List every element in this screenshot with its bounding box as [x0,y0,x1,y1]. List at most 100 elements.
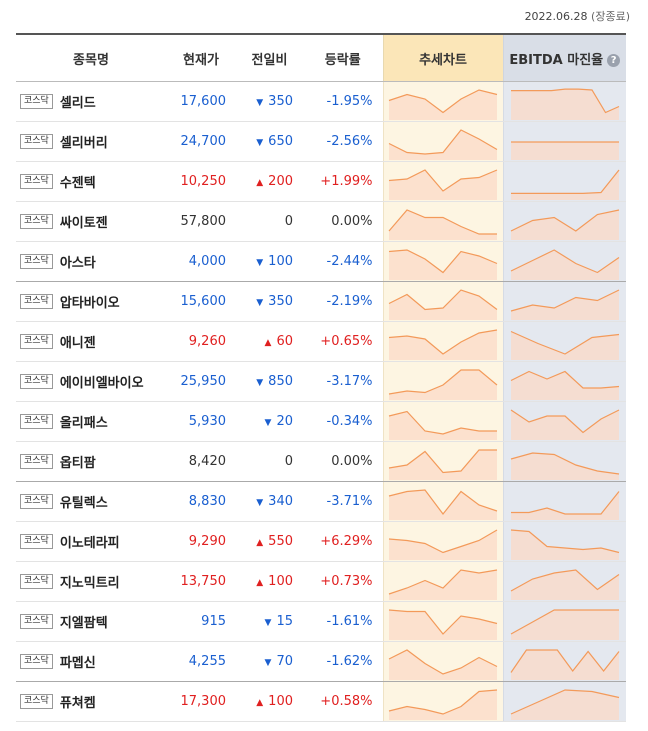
trend-chart-cell[interactable] [382,601,503,642]
trend-chart-cell[interactable] [382,321,503,362]
ebitda-chart-cell[interactable] [502,561,626,602]
trend-chart-cell[interactable] [382,201,503,242]
current-price: 15,600 [166,281,236,322]
stock-name-link[interactable]: 지노믹트리 [59,576,120,591]
stock-name-link[interactable]: 셀리드 [59,96,96,111]
trend-sparkline [388,88,498,120]
ebitda-chart-cell[interactable] [502,161,626,202]
header-ebitda-margin[interactable]: EBITDA 마진율? [502,33,626,82]
stock-name-cell: 코스닥 셀리버리 [16,121,166,162]
ebitda-chart-cell[interactable] [502,441,626,482]
trend-sparkline [388,410,497,440]
stock-name-link[interactable]: 에이비엘바이오 [59,376,144,391]
table-row[interactable]: 코스닥 에이비엘바이오 25,950 ▼ 850 -3.17% [16,361,626,402]
current-price: 4,255 [166,641,236,682]
trend-chart-cell[interactable] [382,521,503,562]
change-rate: -2.44% [303,241,383,282]
ebitda-chart-cell[interactable] [502,361,626,402]
trend-chart-cell[interactable] [382,401,503,442]
table-row[interactable]: 코스닥 애니젠 9,260 ▲ 60 +0.65% [16,321,626,362]
market-badge: 코스닥 [20,494,53,509]
trend-chart-cell[interactable] [382,281,503,322]
stock-name-link[interactable]: 애니젠 [59,336,96,351]
stock-name-link[interactable]: 압타바이오 [59,296,120,311]
trend-chart-cell[interactable] [382,81,503,122]
table-row[interactable]: 코스닥 이노테라피 9,290 ▲ 550 +6.29% [16,521,626,562]
table-row[interactable]: 코스닥 수젠텍 10,250 ▲ 200 +1.99% [16,161,626,202]
ebitda-chart-cell[interactable] [502,121,626,162]
table-row[interactable]: 코스닥 유틸렉스 8,830 ▼ 340 -3.71% [16,481,626,522]
help-icon[interactable]: ? [607,53,621,67]
ebitda-sparkline [510,408,620,440]
change-cell: ▼ 350 [236,281,303,322]
change-cell: ▼ 100 [236,241,303,282]
stock-name-link[interactable]: 파멥신 [59,656,96,671]
trend-chart-cell[interactable] [382,361,503,402]
header-name[interactable]: 종목명 [16,33,166,82]
stock-name-link[interactable]: 이노테라피 [59,536,120,551]
stock-name-link[interactable]: 셀리버리 [59,136,108,151]
ebitda-chart-cell[interactable] [502,681,626,722]
trend-chart-cell[interactable] [382,121,503,162]
change-cell: ▲ 100 [236,561,303,602]
stock-name-link[interactable]: 퓨쳐켐 [59,696,96,711]
header-change[interactable]: 전일비 [236,33,303,82]
ebitda-chart-cell[interactable] [502,601,626,642]
stock-name-link[interactable]: 옵티팜 [59,456,96,471]
stock-name-link[interactable]: 유틸렉스 [59,496,108,511]
table-row[interactable]: 코스닥 지노믹트리 13,750 ▲ 100 +0.73% [16,561,626,602]
down-arrow-icon: ▼ [256,258,264,268]
trend-sparkline [388,648,498,680]
ebitda-chart-cell[interactable] [502,201,626,242]
trend-sparkline [388,528,498,560]
stock-name-cell: 코스닥 퓨쳐켐 [16,681,166,722]
trend-chart-cell[interactable] [382,681,503,722]
table-row[interactable]: 코스닥 셀리버리 24,700 ▼ 650 -2.56% [16,121,626,162]
change-rate: +0.65% [303,321,383,362]
table-row[interactable]: 코스닥 파멥신 4,255 ▼ 70 -1.62% [16,641,626,682]
trend-chart-cell[interactable] [382,161,503,202]
current-price: 5,930 [166,401,236,442]
stock-name-link[interactable]: 아스타 [59,256,96,271]
current-price: 17,300 [166,681,236,722]
ebitda-chart-cell[interactable] [502,521,626,562]
header-trend-chart[interactable]: 추세차트 [382,33,503,82]
up-arrow-icon: ▲ [256,698,264,708]
ebitda-chart-cell[interactable] [502,641,626,682]
table-row[interactable]: 코스닥 올리패스 5,930 ▼ 20 -0.34% [16,401,626,442]
ebitda-chart-cell[interactable] [502,321,626,362]
up-arrow-icon: ▲ [256,578,264,588]
stock-name-link[interactable]: 올리패스 [59,416,108,431]
table-row[interactable]: 코스닥 압타바이오 15,600 ▼ 350 -2.19% [16,281,626,322]
market-closed-note: (장종료) [591,10,630,23]
change-rate: -1.62% [303,641,383,682]
ebitda-chart-cell[interactable] [502,401,626,442]
trend-chart-cell[interactable] [382,641,503,682]
current-price: 9,290 [166,521,236,562]
market-badge: 코스닥 [20,574,53,589]
stock-name-link[interactable]: 수젠텍 [59,176,96,191]
stock-name-cell: 코스닥 수젠텍 [16,161,166,202]
ebitda-sparkline [510,568,620,600]
table-row[interactable]: 코스닥 지엘팜텍 915 ▼ 15 -1.61% [16,601,626,642]
ebitda-chart-cell[interactable] [502,481,626,522]
header-price[interactable]: 현재가 [166,33,236,82]
ebitda-chart-cell[interactable] [502,281,626,322]
trend-chart-cell[interactable] [382,441,503,482]
table-row[interactable]: 코스닥 셀리드 17,600 ▼ 350 -1.95% [16,81,626,122]
trend-sparkline [388,128,498,160]
table-row[interactable]: 코스닥 싸이토젠 57,800 0 0.00% [16,201,626,242]
table-row[interactable]: 코스닥 옵티팜 8,420 0 0.00% [16,441,626,482]
stock-name-link[interactable]: 싸이토젠 [59,216,108,231]
stock-name-link[interactable]: 지엘팜텍 [59,616,108,631]
trend-chart-cell[interactable] [382,241,503,282]
ebitda-sparkline [510,87,619,120]
trend-chart-cell[interactable] [382,561,503,602]
ebitda-chart-cell[interactable] [502,81,626,122]
ebitda-chart-cell[interactable] [502,241,626,282]
current-price: 10,250 [166,161,236,202]
table-row[interactable]: 코스닥 퓨쳐켐 17,300 ▲ 100 +0.58% [16,681,626,722]
table-row[interactable]: 코스닥 아스타 4,000 ▼ 100 -2.44% [16,241,626,282]
trend-chart-cell[interactable] [382,481,503,522]
header-rate[interactable]: 등락률 [303,33,383,82]
